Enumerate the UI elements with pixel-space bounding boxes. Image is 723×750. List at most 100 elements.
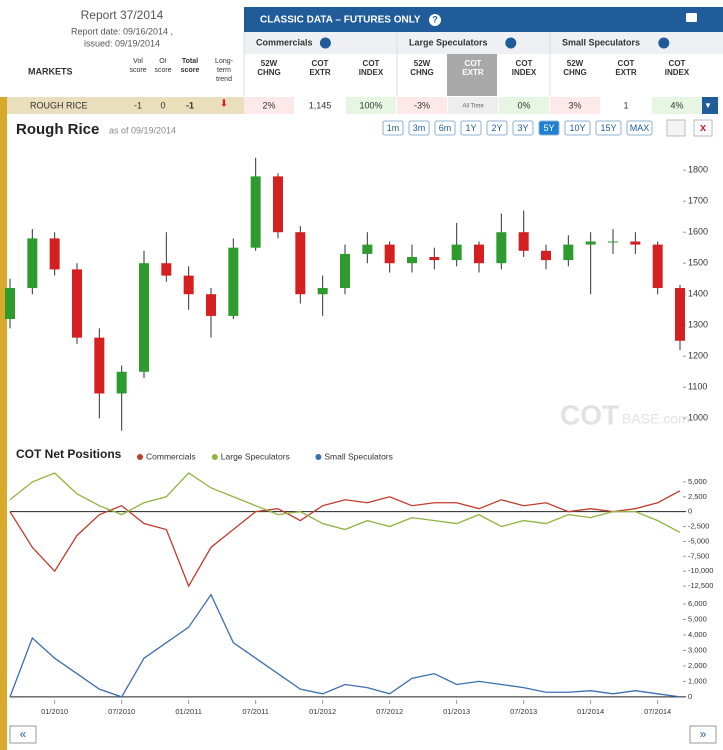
column-header: score: [154, 67, 171, 74]
column-header: EXTR: [309, 68, 331, 77]
range-button[interactable]: [382, 120, 404, 136]
range-label[interactable]: 5Y: [543, 123, 554, 133]
range-button[interactable]: [564, 120, 591, 136]
help-icon-text: ?: [432, 14, 438, 24]
range-label[interactable]: 3m: [413, 123, 426, 133]
range-label[interactable]: 2Y: [491, 123, 502, 133]
table-banner: [244, 7, 723, 32]
series-line: [9, 490, 681, 588]
candle-body: [228, 247, 239, 316]
y-tick-label: -2,500: [688, 522, 709, 531]
cell: [601, 97, 651, 114]
range-button[interactable]: [434, 120, 456, 136]
help-icon[interactable]: [319, 37, 331, 49]
range-label[interactable]: 15Y: [600, 123, 616, 133]
y-tick-label: 1800: [688, 165, 708, 175]
cell-value: 1: [623, 100, 628, 110]
y-tick-label: 5,000: [688, 614, 707, 623]
cell-value: -3%: [414, 100, 430, 110]
candle-body: [585, 241, 596, 245]
y-tick-label: -5,000: [688, 536, 709, 545]
range-label[interactable]: MAX: [630, 123, 650, 133]
range-button[interactable]: [538, 120, 560, 136]
range-button[interactable]: [486, 120, 508, 136]
x-tick-label: 07/2012: [376, 707, 403, 716]
column-header: Long-: [215, 58, 234, 65]
cell: [346, 97, 396, 114]
chart-title: Rough Rice: [16, 121, 99, 138]
range-button[interactable]: [512, 120, 534, 136]
print-button[interactable]: [666, 119, 686, 137]
print-icon[interactable]: [686, 13, 697, 22]
expand-button[interactable]: [699, 97, 718, 114]
help-icon[interactable]: [658, 37, 670, 49]
candle-body: [675, 288, 685, 341]
expand-icon[interactable]: ▼: [704, 101, 712, 110]
range-button[interactable]: [595, 120, 622, 136]
close-button[interactable]: [693, 119, 713, 137]
range-label[interactable]: 3Y: [517, 123, 528, 133]
column-header: COT: [516, 59, 533, 68]
prev-icon[interactable]: «: [20, 727, 27, 741]
y-tick-label: 2,000: [688, 661, 707, 670]
candle-body: [273, 176, 283, 233]
column-header: EXTR: [615, 68, 637, 77]
cell: [499, 97, 549, 114]
series-line: [9, 472, 681, 534]
issued: issued: 09/19/2014: [84, 38, 160, 48]
range-button[interactable]: [408, 120, 430, 136]
next-button[interactable]: [689, 725, 717, 744]
candle-body: [250, 176, 261, 248]
close-icon[interactable]: x: [700, 122, 707, 134]
group-name: Commercials: [256, 37, 313, 47]
cell-value: 3%: [568, 100, 581, 110]
candle-body: [451, 244, 462, 261]
report: Report 37/2014: [81, 8, 164, 22]
range-button[interactable]: [626, 120, 653, 136]
column-header: 52W: [567, 59, 584, 68]
column-header: COT: [669, 59, 686, 68]
help-icon[interactable]: [505, 37, 517, 49]
candle-body: [518, 232, 529, 251]
x-tick-label: 01/2012: [309, 707, 336, 716]
legend-label: Commercials: [146, 451, 196, 461]
column-header: COT: [465, 59, 482, 68]
help-icon[interactable]: [429, 14, 441, 26]
candle-body: [139, 263, 149, 372]
candle-body: [474, 244, 484, 264]
prev-button[interactable]: [9, 725, 37, 744]
range-label[interactable]: 10Y: [569, 123, 585, 133]
column-header: CHNG: [257, 68, 281, 77]
next-icon[interactable]: »: [700, 727, 707, 741]
candle-body: [340, 253, 350, 289]
score-value: -1: [134, 100, 142, 110]
column-header: score: [129, 67, 146, 74]
y-tick-label: 1,000: [688, 676, 707, 685]
legend-marker: [315, 454, 322, 460]
range-label[interactable]: 1Y: [465, 123, 476, 133]
candle-body: [72, 269, 82, 338]
column-header: Vol: [133, 58, 143, 65]
y-tick-label: 1400: [688, 289, 708, 299]
trend-arrow: ⬇: [220, 99, 228, 110]
y-tick-label: 1100: [688, 382, 707, 392]
x-tick-label: 07/2010: [108, 707, 135, 716]
cell-value: 1,145: [309, 100, 332, 110]
watermark: COT: [560, 399, 619, 430]
chart-subtitle: as of 09/19/2014: [109, 125, 176, 135]
legend-label: Large Speculators: [221, 451, 290, 461]
row-highlight: [7, 97, 244, 114]
y-tick-label: 1200: [688, 351, 708, 361]
range-label[interactable]: 6m: [439, 123, 452, 133]
column-header: INDEX: [359, 68, 384, 77]
cell-value: 0%: [517, 100, 530, 110]
column-header: OI: [159, 58, 166, 65]
range-label[interactable]: 1m: [387, 123, 400, 133]
markets-header: MARKETS: [28, 66, 73, 76]
y-tick-label: 1600: [688, 227, 708, 237]
candle-body: [652, 244, 663, 289]
range-button[interactable]: [460, 120, 482, 136]
candle-body: [94, 337, 105, 394]
candle-body: [27, 238, 38, 289]
cell: [652, 97, 702, 114]
